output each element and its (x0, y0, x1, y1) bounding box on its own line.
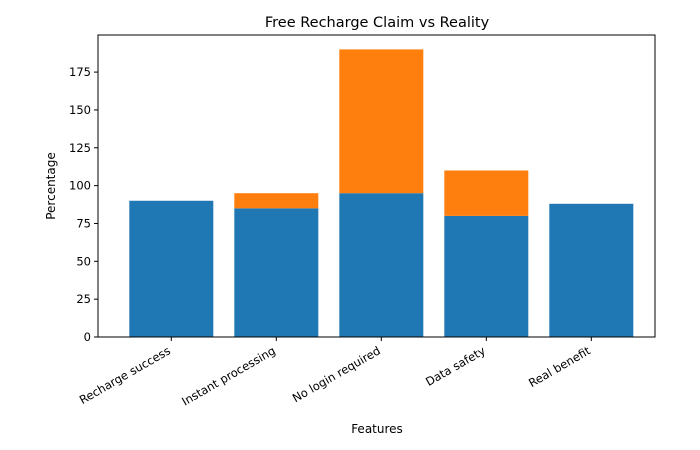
y-tick-label: 175 (69, 65, 91, 79)
x-tick-label: Data safety (423, 343, 488, 389)
x-axis: Recharge success Instant processing No log… (77, 337, 593, 408)
bar-reality (129, 200, 214, 337)
bars-group (129, 49, 634, 337)
y-tick-label: 125 (69, 141, 91, 155)
y-axis: 0 25 50 75 100 125 150 175 (69, 65, 98, 344)
y-tick-label: 50 (76, 254, 91, 268)
bar-claim (339, 49, 424, 194)
y-tick-label: 150 (69, 103, 91, 117)
bar-reality (339, 193, 424, 337)
y-tick-label: 0 (84, 330, 91, 344)
x-tick-label: Instant processing (179, 343, 278, 408)
x-tick-label: Recharge success (77, 343, 173, 407)
chart-title: Free Recharge Claim vs Reality (265, 15, 490, 31)
x-tick-label: No login required (290, 343, 383, 405)
x-tick-label: Real benefit (526, 343, 593, 390)
y-tick-label: 25 (76, 292, 91, 306)
bar-reality (549, 203, 634, 337)
y-tick-label: 100 (69, 179, 91, 193)
bar-reality (444, 215, 529, 337)
x-axis-label: Features (351, 422, 403, 436)
bar-claim (444, 170, 529, 216)
y-tick-label: 75 (76, 216, 91, 230)
y-axis-label: Percentage (44, 152, 58, 220)
bar-claim (234, 193, 319, 209)
bar-reality (234, 208, 319, 337)
